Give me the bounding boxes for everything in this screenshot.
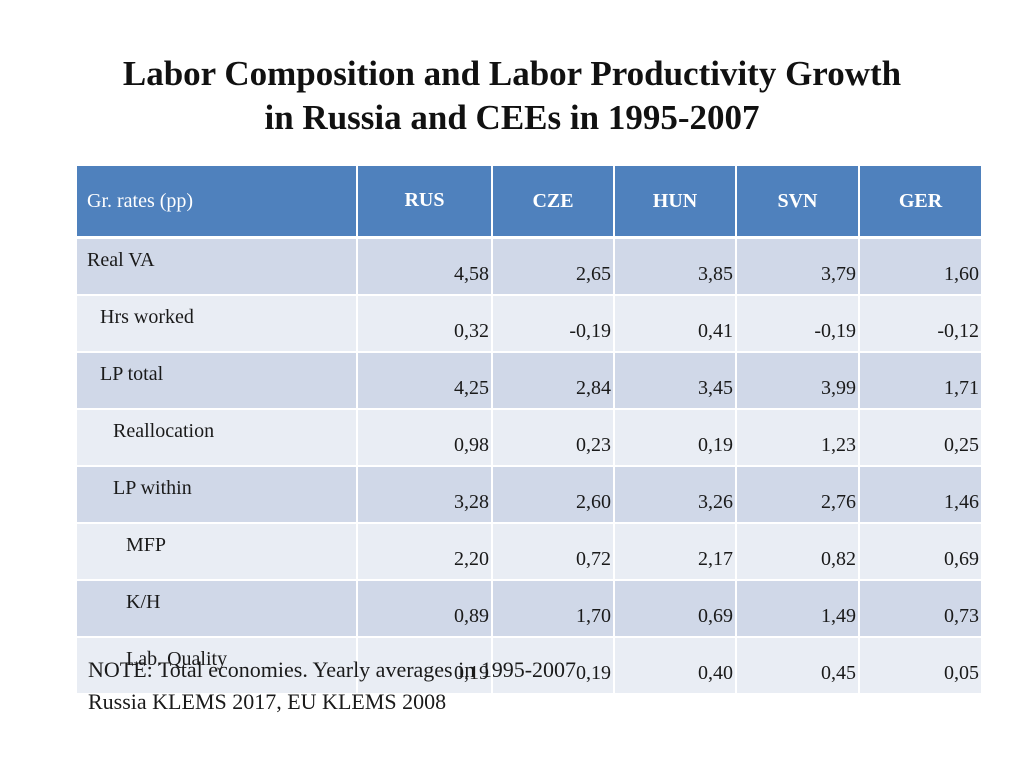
row-label: Lab. Quality [77, 637, 358, 695]
value-cell-hun: 3,85 [614, 237, 737, 296]
table-header: Gr. rates (pp) RUS CZE HUN SVN GER [77, 166, 981, 239]
value-cell-rus: 0,19 [357, 637, 493, 695]
header-column-ger: GER [859, 166, 981, 239]
value-cell-cze: 0,19 [492, 637, 615, 695]
value-cell-rus: 4,25 [357, 352, 493, 410]
value-cell-cze: 1,70 [492, 580, 615, 638]
table-row: Real VA 4,58 2,65 3,85 3,79 1,60 [77, 237, 981, 296]
footnote-line-1: NOTE: Total economies. Yearly averages i… [88, 657, 577, 682]
table-row: Hrs worked 0,32 -0,19 0,41 -0,19 -0,12 [77, 295, 981, 353]
value-cell-rus: 0,98 [357, 409, 493, 467]
slide-title: Labor Composition and Labor Productivity… [0, 52, 1024, 140]
slide-title-line-1: Labor Composition and Labor Productivity… [122, 54, 902, 93]
value-cell-cze: 2,65 [492, 237, 615, 296]
table-row: LP total 4,25 2,84 3,45 3,99 1,71 [77, 352, 981, 410]
row-label: MFP [77, 523, 358, 581]
row-label: K/H [77, 580, 358, 638]
value-cell-cze: 0,23 [492, 409, 615, 467]
row-label: Hrs worked [77, 295, 358, 353]
header-column-cze: CZE [492, 166, 615, 239]
value-cell-cze: -0,19 [492, 295, 615, 353]
header-column-hun: HUN [614, 166, 737, 239]
value-cell-cze: 2,60 [492, 466, 615, 524]
value-cell-svn: 0,82 [736, 523, 860, 581]
value-cell-ger: 0,25 [859, 409, 981, 467]
table-body: Real VA 4,58 2,65 3,85 3,79 1,60 Hrs worked 0,3… [77, 237, 981, 695]
value-cell-rus: 4,58 [357, 237, 493, 296]
row-label: LP within [77, 466, 358, 524]
header-column-rus: RUS [357, 166, 493, 239]
value-cell-ger: -0,12 [859, 295, 981, 353]
value-cell-rus: 0,89 [357, 580, 493, 638]
footnote-line-2: Russia KLEMS 2017, EU KLEMS 2008 [88, 689, 447, 714]
slide-title-line-2: in Russia and CEEs in 1995-2007 [264, 98, 760, 137]
value-cell-rus: 0,32 [357, 295, 493, 353]
value-cell-hun: 3,45 [614, 352, 737, 410]
value-cell-hun: 0,41 [614, 295, 737, 353]
value-cell-hun: 0,19 [614, 409, 737, 467]
value-cell-rus: 2,20 [357, 523, 493, 581]
table-row: LP within 3,28 2,60 3,26 2,76 1,46 [77, 466, 981, 524]
header-label-cell: Gr. rates (pp) [77, 166, 358, 239]
value-cell-svn: 1,23 [736, 409, 860, 467]
table-row: MFP 2,20 0,72 2,17 0,82 0,69 [77, 523, 981, 581]
row-label: Real VA [77, 237, 358, 296]
table-row: Reallocation 0,98 0,23 0,19 1,23 0,25 [77, 409, 981, 467]
footnote: NOTE: Total economies. Yearly averages i… [88, 654, 576, 718]
value-cell-ger: 1,60 [859, 237, 981, 296]
value-cell-hun: 2,17 [614, 523, 737, 581]
value-cell-svn: 3,79 [736, 237, 860, 296]
value-cell-svn: 2,76 [736, 466, 860, 524]
value-cell-hun: 0,40 [614, 637, 737, 695]
value-cell-ger: 1,71 [859, 352, 981, 410]
value-cell-svn: -0,19 [736, 295, 860, 353]
table-row: K/H 0,89 1,70 0,69 1,49 0,73 [77, 580, 981, 638]
value-cell-cze: 0,72 [492, 523, 615, 581]
row-label: LP total [77, 352, 358, 410]
value-cell-rus: 3,28 [357, 466, 493, 524]
value-cell-hun: 3,26 [614, 466, 737, 524]
value-cell-ger: 1,46 [859, 466, 981, 524]
table-row: Lab. Quality 0,19 0,19 0,40 0,45 0,05 [77, 637, 981, 695]
value-cell-svn: 3,99 [736, 352, 860, 410]
value-cell-hun: 0,69 [614, 580, 737, 638]
value-cell-ger: 0,73 [859, 580, 981, 638]
value-cell-ger: 0,05 [859, 637, 981, 695]
header-column-svn: SVN [736, 166, 860, 239]
value-cell-ger: 0,69 [859, 523, 981, 581]
row-label: Reallocation [77, 409, 358, 467]
value-cell-svn: 0,45 [736, 637, 860, 695]
table-header-row: Gr. rates (pp) RUS CZE HUN SVN GER [77, 166, 981, 239]
value-cell-cze: 2,84 [492, 352, 615, 410]
growth-rates-table: Gr. rates (pp) RUS CZE HUN SVN GER Real … [77, 166, 981, 695]
value-cell-svn: 1,49 [736, 580, 860, 638]
